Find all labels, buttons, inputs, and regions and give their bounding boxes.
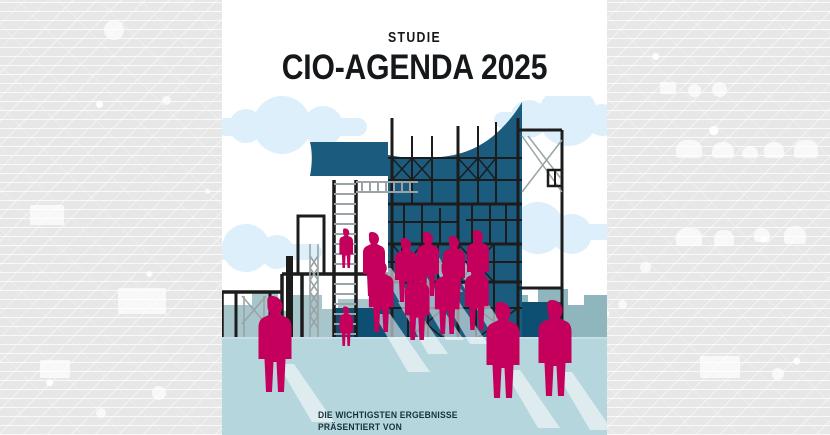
chip-shape [40,360,70,378]
chip-shape [640,262,651,273]
cloud-shape [494,96,607,146]
chip-shape [104,20,124,40]
cloud-shape [222,96,367,154]
poster-kicker: STUDIE [388,29,441,46]
poster-illustration: DIE WICHTIGSTEN ERGEBNISSE PRÄSENTIERT V… [222,96,607,435]
chip-shape [712,82,727,97]
chip-shape [688,84,701,97]
chip-shape [700,356,740,378]
chip-shape [712,142,734,158]
chip-shape [618,300,627,309]
page-title: CIO-AGENDA 2025 [281,48,548,87]
chip-shape [742,146,758,158]
chip-shape [764,142,784,158]
footer-line-2: PRÄSENTIERT VON [318,421,402,433]
chip-shape [714,230,734,246]
poster-footer-text: DIE WICHTIGSTEN ERGEBNISSE PRÄSENTIERT V… [318,410,458,433]
chip-shape [676,140,702,158]
chip-shape [660,82,676,94]
chip-shape [162,96,171,105]
people-vector [258,228,607,430]
chip-shape [30,205,64,225]
chip-shape [784,226,806,244]
chip-shape [118,288,166,314]
poster-cover: STUDIE CIO-AGENDA 2025 [222,0,607,435]
chip-shape [794,140,818,158]
chip-shape [96,408,106,418]
chip-shape [676,228,702,246]
chip-shape [772,368,784,380]
chip-shape [754,228,770,242]
footer-line-1: DIE WICHTIGSTEN ERGEBNISSE [318,410,458,421]
skyline-building [584,295,607,339]
chip-shape [152,386,166,400]
